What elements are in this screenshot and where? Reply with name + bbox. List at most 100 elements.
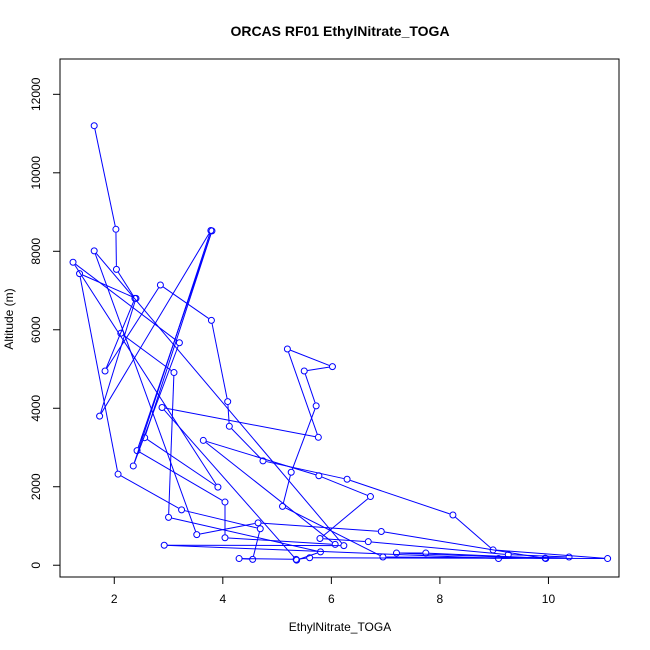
data-point (96, 412, 104, 420)
series-line-segment (123, 334, 172, 371)
data-point (208, 227, 216, 235)
data-point (312, 402, 320, 410)
y-axis-label: Altitude (m) (2, 288, 16, 349)
data-point (283, 345, 291, 353)
data-point (364, 538, 372, 546)
series-line-segment (168, 375, 175, 514)
series-line-segment (350, 479, 450, 515)
series-line-segment (290, 349, 330, 366)
data-point (317, 548, 325, 556)
x-tick-label: 2 (111, 592, 118, 606)
series-line-segment (288, 352, 318, 435)
series-line-segment (371, 541, 505, 555)
y-tick-label: 10000 (29, 156, 43, 190)
series-line-segment (82, 274, 134, 298)
data-point (306, 554, 314, 562)
series-line-segment (323, 538, 365, 542)
data-point (293, 556, 301, 564)
y-axis: 0 2000 4000 6000 8000 10000 12000 (29, 77, 61, 569)
data-point (175, 339, 183, 347)
series-line-segment (139, 451, 223, 501)
series-line-segment (171, 517, 318, 552)
data-point (141, 434, 149, 442)
series-line-segment (307, 366, 330, 371)
data-point (489, 546, 497, 554)
data-point (225, 422, 233, 430)
series-line-segment (74, 264, 217, 485)
series-line-segment (304, 374, 316, 403)
data-point (254, 519, 262, 527)
data-point (314, 433, 322, 441)
series-line-segment (266, 461, 344, 480)
data-point (158, 403, 166, 411)
x-tick-label: 10 (542, 592, 556, 606)
data-point (300, 367, 308, 375)
data-point (101, 367, 109, 375)
data-point (604, 555, 612, 563)
series-line-segment (282, 475, 291, 504)
series-line-segment (167, 544, 496, 559)
data-point (133, 447, 141, 455)
series-line-segment (162, 286, 209, 319)
series-line-segment (313, 557, 605, 560)
data-point (170, 369, 178, 377)
series-line-segment (455, 516, 491, 549)
data-point (165, 513, 173, 521)
series-line-segment (96, 253, 343, 544)
data-point (504, 551, 512, 559)
data-point (249, 555, 257, 563)
data-point (366, 493, 374, 501)
data-point (112, 265, 120, 273)
series-line-segment (429, 552, 542, 559)
x-axis: 2 4 6 8 10 (111, 576, 556, 606)
data-point (69, 258, 77, 266)
x-tick-label: 6 (328, 592, 335, 606)
data-point (90, 247, 98, 255)
series-line-segment (242, 558, 293, 560)
data-point (112, 225, 120, 233)
y-tick-label: 8000 (29, 238, 43, 265)
plot-area (69, 122, 612, 564)
y-tick-label: 12000 (29, 77, 43, 111)
data-point (114, 470, 122, 478)
series-line-segment (252, 531, 260, 557)
data-point (193, 531, 201, 539)
data-point (156, 281, 164, 289)
data-point (422, 549, 430, 557)
y-tick-label: 4000 (29, 395, 43, 422)
data-point (379, 553, 387, 561)
data-point (207, 316, 215, 324)
data-point (235, 555, 243, 563)
series-line-segment (133, 345, 179, 463)
series-line-segment (386, 556, 542, 559)
y-tick-label: 2000 (29, 473, 43, 500)
data-point (315, 472, 323, 480)
x-tick-label: 8 (437, 592, 444, 606)
data-point (343, 475, 351, 483)
series-line-segment (299, 552, 318, 560)
data-point (117, 329, 125, 337)
series-line-segment (79, 276, 118, 471)
x-axis-label: EthylNitrate_TOGA (289, 620, 391, 634)
y-tick-label: 6000 (29, 316, 43, 343)
x-tick-label: 4 (219, 592, 226, 606)
data-point (129, 462, 137, 470)
data-point (328, 363, 336, 371)
series-line-segment (211, 323, 228, 399)
series-line-segment (137, 233, 212, 448)
data-point (565, 553, 573, 561)
series-line-segment (261, 522, 378, 532)
series-line-segment (291, 408, 316, 470)
series-line-segment (384, 531, 543, 559)
data-point (259, 457, 267, 465)
data-point (160, 541, 168, 549)
data-point (256, 525, 264, 533)
data-point (132, 294, 140, 302)
series-line-segment (200, 522, 255, 535)
data-point (221, 534, 229, 542)
data-point (377, 527, 385, 535)
series-line-segment (117, 271, 134, 296)
series-line-segment (285, 507, 381, 556)
data-point (178, 506, 186, 514)
